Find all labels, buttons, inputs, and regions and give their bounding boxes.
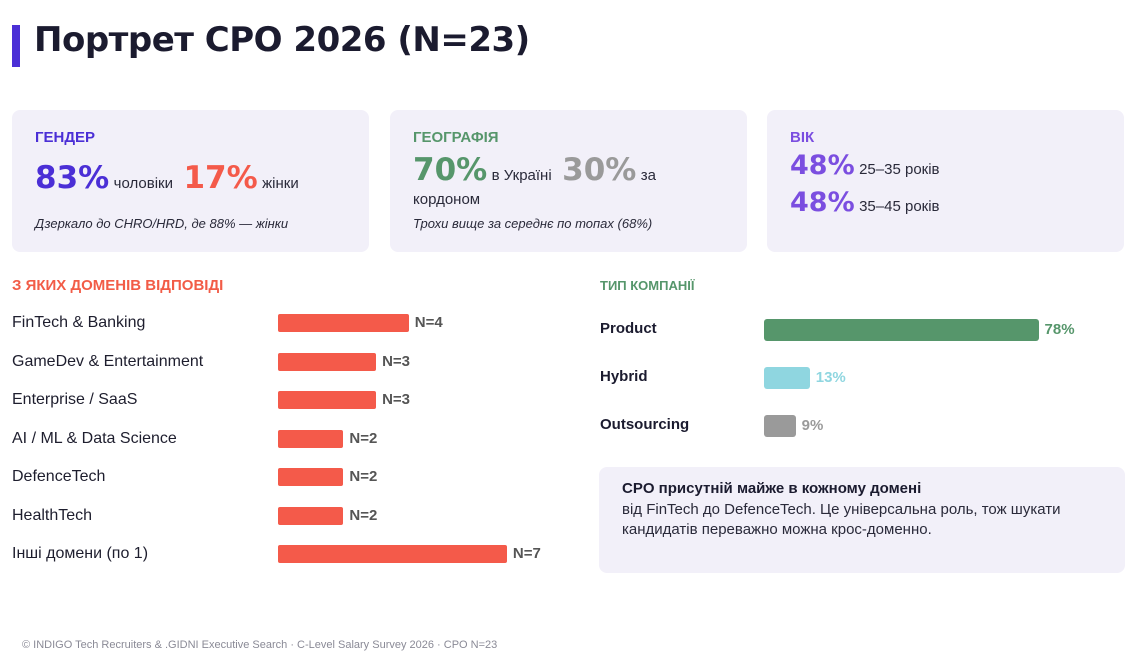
age-row-2: 48% 35–45 років <box>790 187 940 218</box>
page-title: Портрет CPO 2026 (N=23) <box>34 20 530 60</box>
company-type-section-title: ТИП КОМПАНІЇ <box>600 278 695 293</box>
geography-note: Трохи вище за середнє по топах (68%) <box>413 216 653 231</box>
abroad-percent: 30% <box>562 152 637 188</box>
company-type-value-label: 13% <box>815 369 846 386</box>
domain-label: DefenceTech <box>12 468 106 485</box>
company-type-label: Product <box>600 320 657 337</box>
geography-label: ГЕОГРАФІЯ <box>413 129 499 146</box>
domain-value-label: N=3 <box>382 352 411 370</box>
domain-bar <box>278 391 377 409</box>
female-text: жінки <box>262 175 299 192</box>
age-2-percent: 48% <box>790 187 855 218</box>
domain-bar <box>278 506 344 525</box>
domain-value-label: N=3 <box>382 391 411 408</box>
geography-stats: 70% в Україні 30% за <box>413 152 656 188</box>
company-type-bar <box>764 415 796 437</box>
callout-body: від FinTech до DefenceTech. Це універсал… <box>622 501 1061 538</box>
domain-bar <box>278 429 344 448</box>
domain-label: Enterprise / SaaS <box>12 391 138 408</box>
gender-card: ГЕНДЕР 83% чоловіки 17% жінки Дзеркало д… <box>12 110 369 252</box>
domain-value-label: N=4 <box>414 314 443 331</box>
domain-bar <box>278 352 377 371</box>
domain-value-label: N=2 <box>349 468 378 485</box>
male-percent: 83% <box>35 160 110 196</box>
domain-label: AI / ML & Data Science <box>12 429 177 447</box>
domain-label: HealthTech <box>12 506 93 524</box>
gender-note: Дзеркало до CHRO/HRD, де 88% — жінки <box>35 216 289 231</box>
gender-stats: 83% чоловіки 17% жінки <box>35 160 299 196</box>
callout-title: CPO присутній майже в кожному домені <box>622 480 922 497</box>
domain-label: Інші домени (по 1) <box>12 545 149 562</box>
abroad-text-1: за <box>640 167 657 184</box>
title-accent-bar <box>12 25 20 67</box>
insight-callout: CPO присутній майже в кожному домені від… <box>599 467 1125 573</box>
domain-value-label: N=2 <box>349 506 378 524</box>
age-1-text: 25–35 років <box>859 161 940 178</box>
gender-label: ГЕНДЕР <box>35 129 96 146</box>
ukraine-percent: 70% <box>413 152 488 188</box>
male-text: чоловіки <box>113 175 173 192</box>
domain-label: FinTech & Banking <box>12 314 146 331</box>
domain-value-label: N=2 <box>349 429 378 447</box>
age-label: ВІК <box>790 129 815 146</box>
company-type-bar <box>764 319 1039 341</box>
company-type-value-label: 9% <box>801 417 824 434</box>
domain-value-label: N=7 <box>512 545 541 562</box>
domain-label: GameDev & Entertainment <box>12 352 204 370</box>
ukraine-text: в Україні <box>491 167 552 184</box>
company-type-label: Outsourcing <box>600 416 690 433</box>
domain-bar <box>278 545 507 563</box>
domains-section-title: З ЯКИХ ДОМЕНІВ ВІДПОВІДІ <box>12 277 224 294</box>
female-percent: 17% <box>183 160 258 196</box>
abroad-text-2: кордоном <box>413 191 481 208</box>
age-1-percent: 48% <box>790 150 855 181</box>
company-type-label: Hybrid <box>600 368 648 385</box>
company-type-value-label: 78% <box>1044 321 1075 338</box>
domain-bar <box>278 468 344 486</box>
age-row-1: 48% 25–35 років <box>790 150 940 181</box>
company-type-bar <box>764 367 810 389</box>
footer-credits: © INDIGO Tech Recruiters & .GIDNI Execut… <box>22 639 498 651</box>
age-2-text: 35–45 років <box>859 198 940 215</box>
geography-card: ГЕОГРАФІЯ 70% в Україні 30% за кордоном … <box>390 110 747 252</box>
domain-bar <box>278 314 409 332</box>
age-card: ВІК 48% 25–35 років 48% 35–45 років <box>767 110 1124 252</box>
